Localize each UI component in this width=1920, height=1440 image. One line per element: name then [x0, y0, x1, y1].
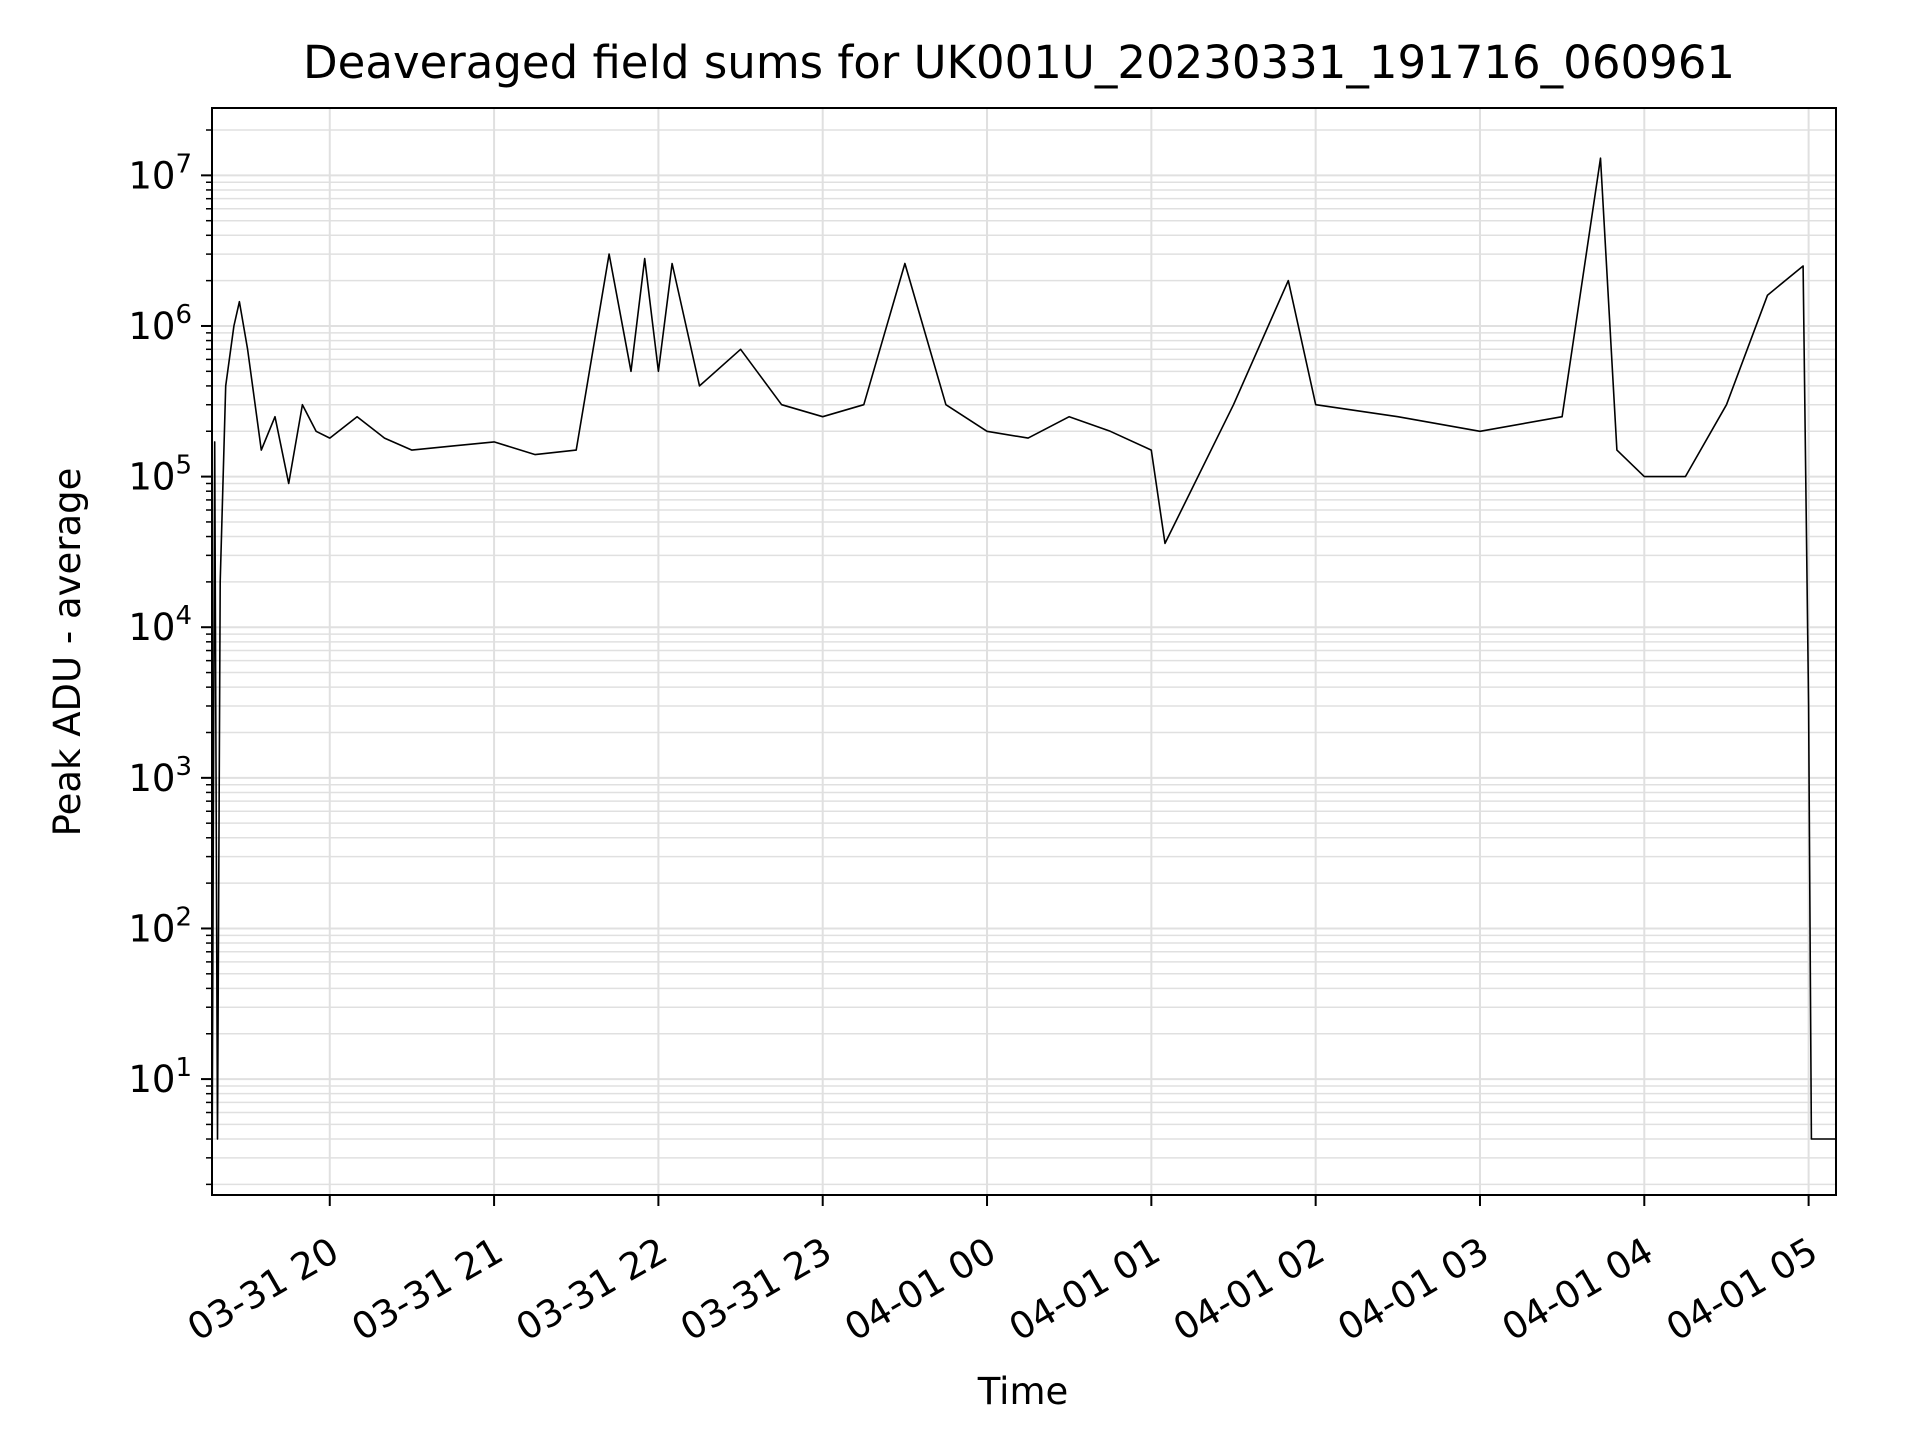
- y-tick-label: 102: [128, 902, 192, 950]
- y-axis: 101 102 103 104 105 106 107: [128, 129, 212, 1186]
- grid: [212, 108, 1836, 1195]
- data-series: [211, 157, 1836, 1196]
- y-tick-label: 104: [128, 601, 192, 649]
- y-axis-label: Peak ADU - average: [46, 468, 89, 837]
- y-tick-label: 107: [128, 149, 192, 197]
- y-tick-label: 103: [128, 752, 192, 800]
- y-tick-label: 106: [128, 300, 192, 348]
- plot-area-frame: [211, 107, 1837, 1196]
- y-tick-label: 101: [128, 1053, 192, 1101]
- series-line: [211, 157, 1836, 1196]
- chart-title: Deaveraged field sums for UK001U_2023033…: [303, 36, 1735, 89]
- y-tick-label: 105: [128, 451, 192, 499]
- x-axis-label: Time: [977, 1370, 1069, 1413]
